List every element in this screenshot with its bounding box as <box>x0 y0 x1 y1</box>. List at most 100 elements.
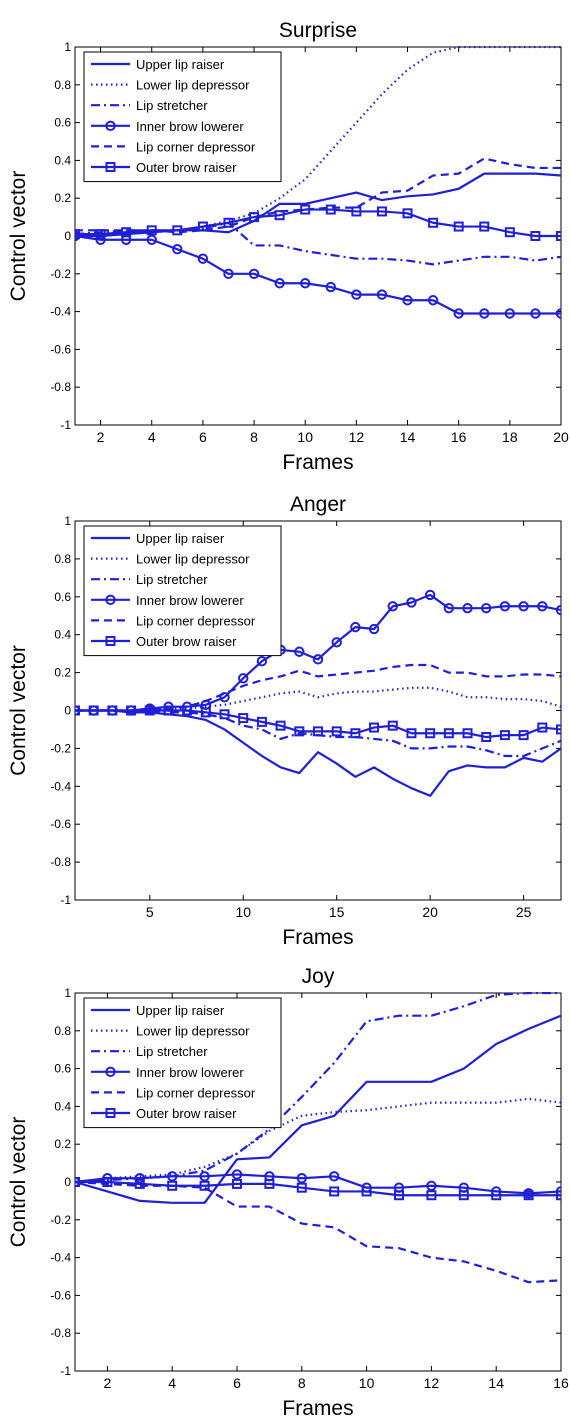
data-point-square <box>479 221 490 232</box>
series-lower-lip-depressor <box>75 1097 561 1184</box>
data-point-square <box>264 1178 275 1189</box>
data-point-square <box>275 720 286 731</box>
data-point-square <box>75 1177 80 1187</box>
legend-entry: Lip stretcher <box>136 98 208 113</box>
data-point-square <box>425 728 436 739</box>
legend-entry: Upper lip raiser <box>136 1003 225 1018</box>
series-inner-brow-lowerer <box>75 230 561 319</box>
series-line <box>75 234 561 315</box>
data-point-circle <box>518 601 529 612</box>
data-point-square <box>107 705 118 716</box>
x-tick-label: 20 <box>422 904 438 920</box>
data-point-circle <box>219 692 230 703</box>
y-tick-label: -0.8 <box>50 1326 71 1340</box>
legend-entry: Upper lip raiser <box>136 57 225 72</box>
data-point-square <box>126 705 137 716</box>
y-tick-label: -0.4 <box>50 779 71 793</box>
series-outer-brow-raiser <box>75 1177 561 1201</box>
y-tick-label: 0 <box>64 229 71 243</box>
legend <box>83 51 282 183</box>
legend-entry: Outer brow raiser <box>136 160 237 175</box>
y-tick-label: 0 <box>64 704 71 718</box>
y-tick-label: -0.8 <box>50 380 71 394</box>
data-point-circle <box>325 281 336 293</box>
legend-entry: Lip stretcher <box>136 572 208 587</box>
series-line <box>75 663 561 712</box>
data-point-square <box>163 705 174 716</box>
data-point-circle <box>481 602 492 614</box>
data-point-square <box>376 206 387 217</box>
data-point-circle <box>300 278 311 289</box>
data-point-square <box>197 221 208 232</box>
y-tick-label: 0.4 <box>54 1099 71 1113</box>
data-point-circle <box>296 1173 307 1184</box>
data-point-square <box>121 227 132 238</box>
data-point-square <box>556 724 561 735</box>
y-tick-label: -0.2 <box>50 1213 71 1227</box>
data-point-circle <box>499 601 511 612</box>
y-tick-label: 1 <box>64 40 71 54</box>
data-point-circle <box>95 234 106 245</box>
legend-marker-square <box>105 162 116 172</box>
data-point-square <box>351 206 362 217</box>
data-point-square <box>238 713 249 724</box>
legend-entry: Inner brow lowerer <box>136 593 244 608</box>
legend-entry: Inner brow lowerer <box>136 119 244 134</box>
x-tick-label: 4 <box>168 1375 176 1391</box>
chart-anger: Anger Frames Control vector -1 -0.8 -0.6 -0.4 -… <box>7 493 562 949</box>
y-tick-label: 0.6 <box>54 116 71 130</box>
data-point-circle <box>368 623 380 635</box>
data-point-circle <box>199 1171 210 1182</box>
x-tick-label: 12 <box>424 1375 440 1391</box>
x-tick-label: 14 <box>488 1375 504 1391</box>
x-tick-label: 6 <box>233 1375 241 1391</box>
y-tick-label: 0.6 <box>54 1062 71 1076</box>
legend <box>83 997 282 1129</box>
chart-title: Joy <box>302 965 335 988</box>
data-point-square <box>75 229 80 240</box>
data-point-square <box>182 705 193 716</box>
data-point-circle <box>406 597 417 608</box>
legend-marker-square <box>105 636 116 646</box>
x-tick-label: 20 <box>553 429 569 445</box>
data-point-square <box>530 231 541 241</box>
data-point-square <box>95 229 106 240</box>
data-point-square <box>556 1190 561 1201</box>
x-tick-label: 2 <box>104 1375 112 1391</box>
x-tick-label: 15 <box>329 904 345 920</box>
data-point-circle <box>223 268 234 279</box>
y-tick-label: 0.4 <box>54 628 71 642</box>
data-point-circle <box>376 289 388 300</box>
data-point-circle <box>231 1169 243 1180</box>
data-point-circle <box>462 602 473 614</box>
legend-entry: Lip corner depressor <box>136 1085 256 1100</box>
data-point-square <box>300 204 311 215</box>
legend-entry: Inner brow lowerer <box>136 1065 244 1080</box>
x-tick-label: 16 <box>451 429 467 445</box>
y-tick-label: 0.8 <box>54 552 71 566</box>
series-line <box>75 1180 561 1284</box>
y-tick-label: 1 <box>64 514 71 528</box>
legend-entry: Upper lip raiser <box>136 531 225 546</box>
x-tick-label: 16 <box>553 1375 569 1391</box>
data-point-circle <box>238 673 249 684</box>
y-tick-label: -0.6 <box>50 817 71 831</box>
data-point-square <box>232 1178 242 1189</box>
x-tick-label: 8 <box>250 429 258 445</box>
data-point-square <box>331 726 342 737</box>
data-point-square <box>443 728 454 739</box>
legend-entry: Lip corner depressor <box>136 613 256 628</box>
legend-entry: Lip stretcher <box>136 1044 208 1059</box>
chart-title: Surprise <box>279 19 357 42</box>
data-point-square <box>462 728 473 739</box>
x-tick-label: 2 <box>97 429 105 445</box>
data-point-circle <box>167 1171 178 1182</box>
data-point-square <box>167 1180 178 1191</box>
data-point-square <box>453 221 464 232</box>
data-point-circle <box>530 308 541 319</box>
y-tick-label: -0.4 <box>50 305 71 319</box>
series-outer-brow-raiser <box>75 705 561 743</box>
data-point-square <box>491 1190 502 1201</box>
series-line <box>75 1180 561 1197</box>
